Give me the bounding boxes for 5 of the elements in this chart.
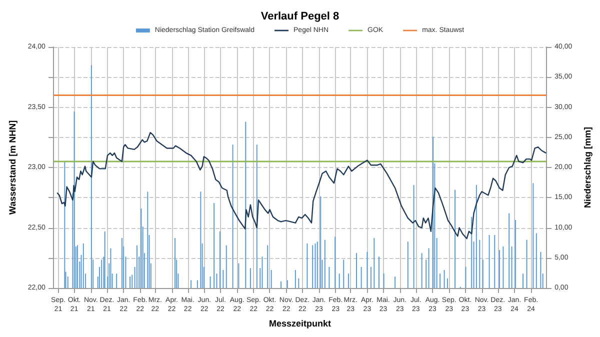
y-axis-title: Wasserstand [m NHN]: [8, 120, 18, 215]
line-series: [56, 132, 547, 240]
y2-axis-title: Niederschlag [mm]: [582, 126, 592, 208]
chart-title: Verlauf Pegel 8: [260, 10, 340, 22]
x-axis-title: Messzeitpunkt: [268, 318, 332, 328]
